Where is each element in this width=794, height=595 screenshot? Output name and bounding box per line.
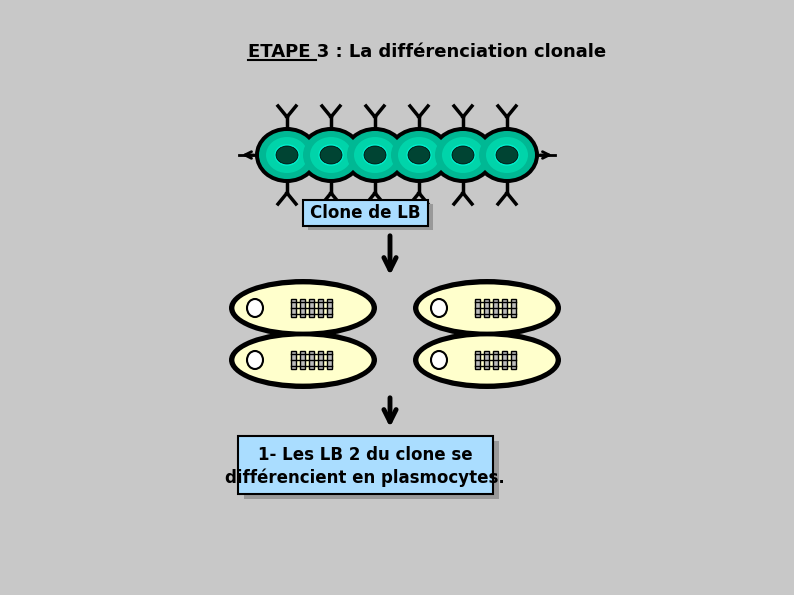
Ellipse shape [496,146,518,164]
Ellipse shape [320,146,342,164]
FancyBboxPatch shape [303,200,427,226]
FancyBboxPatch shape [326,351,332,369]
Ellipse shape [475,127,539,183]
Ellipse shape [275,144,299,166]
FancyBboxPatch shape [318,299,322,317]
FancyBboxPatch shape [309,299,314,317]
Ellipse shape [343,127,407,183]
FancyBboxPatch shape [511,351,515,369]
FancyBboxPatch shape [492,299,498,317]
Ellipse shape [407,144,432,166]
Ellipse shape [431,351,447,369]
Ellipse shape [247,351,263,369]
Ellipse shape [247,299,263,317]
Ellipse shape [233,283,373,333]
Ellipse shape [310,137,352,173]
Ellipse shape [435,131,491,179]
Ellipse shape [229,331,377,389]
FancyBboxPatch shape [502,299,507,317]
Ellipse shape [442,137,484,173]
Ellipse shape [495,144,519,166]
FancyBboxPatch shape [309,351,314,369]
FancyBboxPatch shape [492,351,498,369]
FancyBboxPatch shape [318,351,322,369]
Ellipse shape [276,146,298,164]
Ellipse shape [303,131,359,179]
Ellipse shape [431,127,495,183]
Ellipse shape [347,131,403,179]
FancyBboxPatch shape [484,299,488,317]
Ellipse shape [255,127,319,183]
Ellipse shape [266,137,308,173]
Text: Clone de LB: Clone de LB [310,204,420,222]
Text: 1- Les LB 2 du clone se: 1- Les LB 2 du clone se [258,446,472,464]
FancyBboxPatch shape [475,299,480,317]
Ellipse shape [364,146,386,164]
Ellipse shape [417,283,557,333]
FancyBboxPatch shape [502,351,507,369]
Ellipse shape [233,335,373,385]
Ellipse shape [299,127,363,183]
FancyBboxPatch shape [291,299,295,317]
FancyBboxPatch shape [307,204,433,230]
Ellipse shape [229,279,377,337]
Ellipse shape [362,144,387,166]
Ellipse shape [259,131,315,179]
Ellipse shape [450,144,476,166]
Ellipse shape [398,137,440,173]
FancyBboxPatch shape [299,299,305,317]
Ellipse shape [486,137,528,173]
Text: ETAPE 3 : La différenciation clonale: ETAPE 3 : La différenciation clonale [248,43,606,61]
FancyBboxPatch shape [326,299,332,317]
FancyBboxPatch shape [237,436,492,494]
FancyBboxPatch shape [244,441,499,499]
Ellipse shape [391,131,447,179]
FancyBboxPatch shape [511,299,515,317]
Ellipse shape [452,146,474,164]
Text: différencient en plasmocytes.: différencient en plasmocytes. [225,468,505,487]
Ellipse shape [354,137,396,173]
FancyBboxPatch shape [475,351,480,369]
FancyBboxPatch shape [291,351,295,369]
Ellipse shape [408,146,430,164]
Ellipse shape [413,331,561,389]
Ellipse shape [387,127,451,183]
Ellipse shape [431,299,447,317]
Ellipse shape [479,131,535,179]
Ellipse shape [417,335,557,385]
Ellipse shape [318,144,344,166]
FancyBboxPatch shape [484,351,488,369]
Ellipse shape [413,279,561,337]
FancyBboxPatch shape [299,351,305,369]
